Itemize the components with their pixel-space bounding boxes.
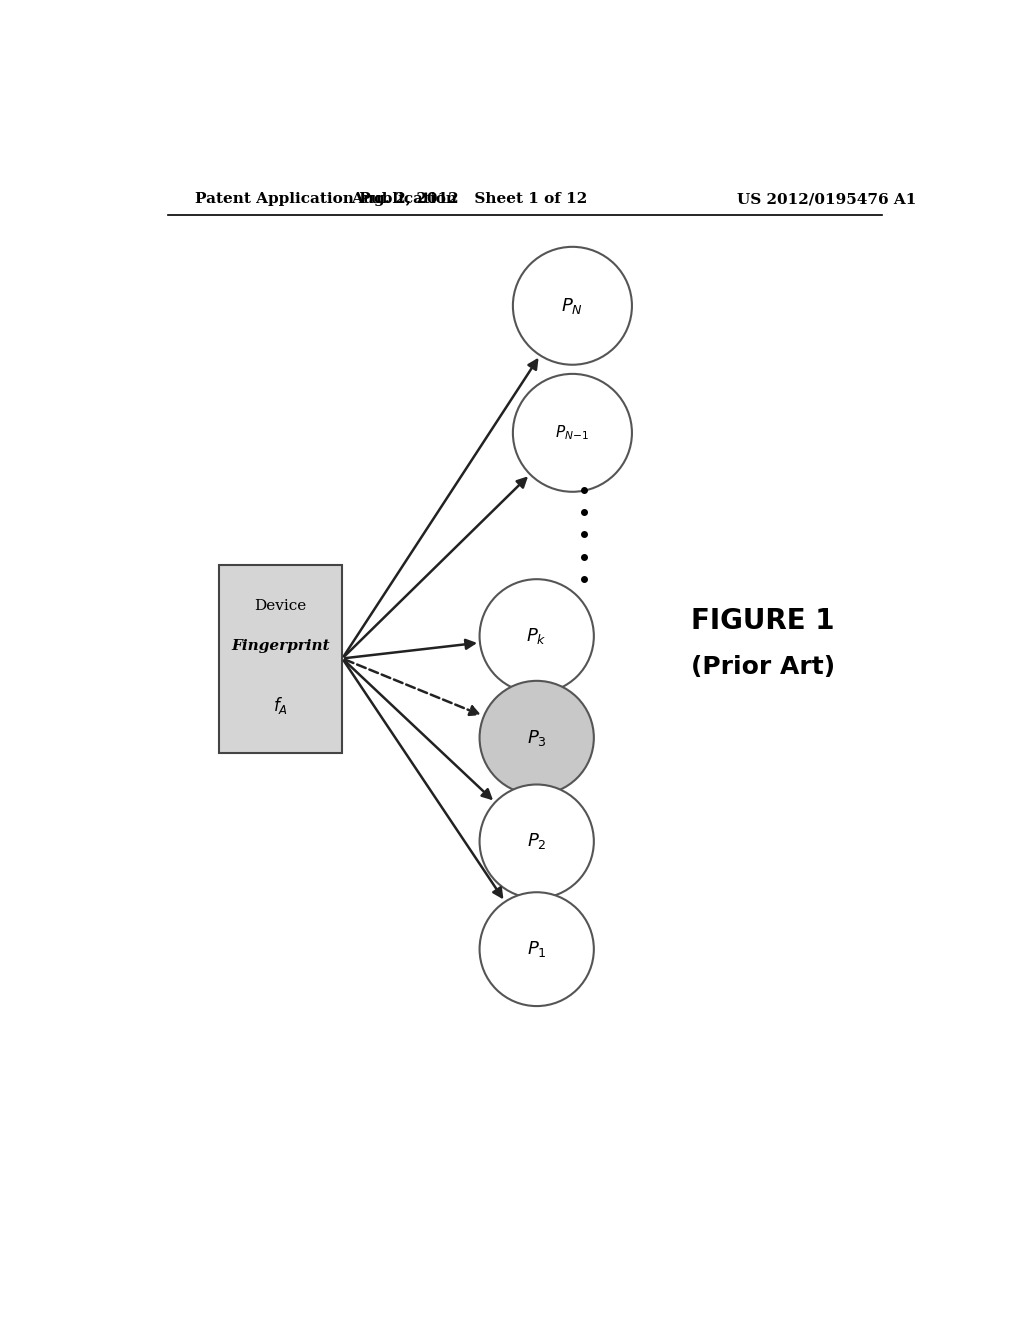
Ellipse shape (513, 247, 632, 364)
Text: $P_{N\!-\!1}$: $P_{N\!-\!1}$ (555, 424, 590, 442)
Ellipse shape (479, 892, 594, 1006)
Text: $P_3$: $P_3$ (526, 727, 547, 747)
Ellipse shape (479, 681, 594, 795)
Text: $f_A$: $f_A$ (273, 696, 289, 717)
Text: Device: Device (255, 599, 307, 614)
Text: $P_k$: $P_k$ (526, 626, 547, 645)
Text: $P_2$: $P_2$ (527, 832, 547, 851)
Text: Aug. 2, 2012   Sheet 1 of 12: Aug. 2, 2012 Sheet 1 of 12 (351, 191, 588, 206)
Text: Fingerprint: Fingerprint (231, 639, 330, 653)
Text: (Prior Art): (Prior Art) (691, 655, 835, 678)
Ellipse shape (479, 784, 594, 899)
Text: $P_N$: $P_N$ (561, 296, 584, 315)
Text: US 2012/0195476 A1: US 2012/0195476 A1 (736, 191, 916, 206)
FancyBboxPatch shape (219, 565, 342, 752)
Ellipse shape (513, 374, 632, 492)
Text: FIGURE 1: FIGURE 1 (691, 607, 835, 635)
Text: $P_1$: $P_1$ (526, 939, 547, 960)
Text: Patent Application Publication: Patent Application Publication (196, 191, 458, 206)
Ellipse shape (479, 579, 594, 693)
